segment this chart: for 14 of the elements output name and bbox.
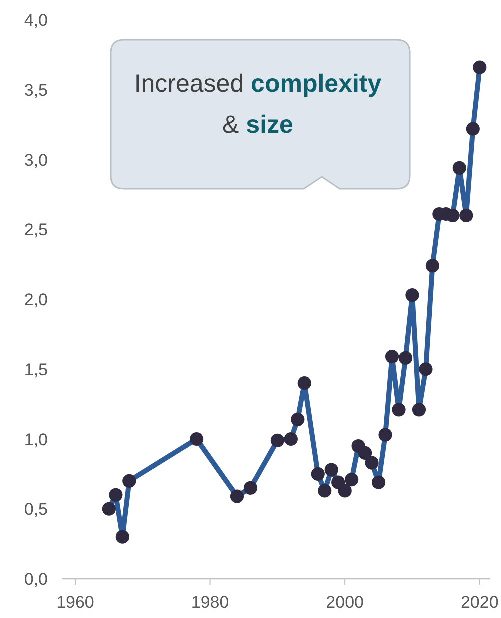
x-tick-label: 1960 [56,593,94,612]
y-tick-label: 3,5 [24,80,48,100]
y-tick-label: 2,5 [24,220,48,240]
x-tick-label: 2000 [326,593,364,612]
y-tick-label: 2,0 [24,290,48,310]
x-tick-label: 1980 [191,593,230,612]
y-tick-label: 3,0 [24,150,48,170]
y-tick-label: 0,5 [24,500,48,520]
y-tick-label: 1,0 [24,430,48,450]
y-tick-label: 0,0 [24,570,48,589]
y-tick-label: 4,0 [24,11,48,30]
x-tick-label: 2020 [460,593,499,612]
annotation: Increased complexity & size [134,70,382,139]
y-tick-label: 1,5 [24,360,48,380]
